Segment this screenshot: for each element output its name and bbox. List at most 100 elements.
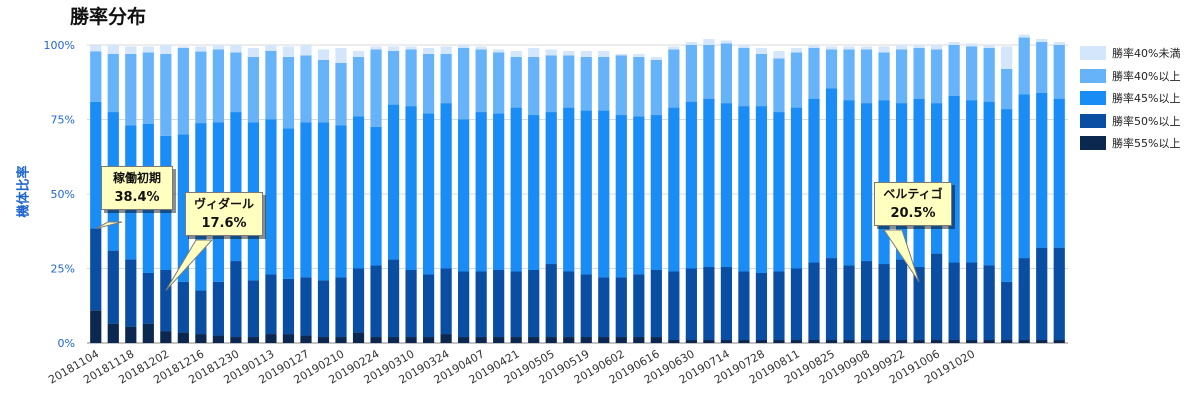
bar-segment [913,267,925,341]
legend-item: 勝率40%未満 [1080,42,1180,65]
bar-segment [983,47,995,102]
bar-segment [878,264,890,341]
y-tick-label: 100% [44,39,75,52]
annotation-label: 稼働初期 [112,171,161,185]
bar-segment [458,119,470,272]
annotation-pointer [165,239,214,291]
bar-segment [966,340,978,343]
bar-segment [1036,42,1048,93]
bar-segment [265,45,277,51]
bar-segment [755,53,768,107]
bar-segment [528,56,540,116]
bar-segment [125,326,137,343]
bar-segment [808,45,820,48]
bar-segment [615,277,627,338]
bar-segment [352,332,365,343]
bar-segment [405,337,417,343]
bar-segment [983,45,995,48]
bar-segment [1053,340,1065,343]
bar-segment [913,47,925,99]
bar-segment [843,46,855,50]
bar-segment [808,262,820,341]
bar-segment [177,134,189,282]
bar-segment [966,100,978,263]
bar-segment [790,52,803,108]
bar-segment [948,42,960,45]
bar-segment [895,49,908,104]
bar-segment [790,47,803,53]
bar-segment [387,50,400,105]
bar-segment [107,323,119,343]
bar-segment [983,340,995,343]
bar-segment [475,46,487,50]
bar-segment [545,337,557,343]
bar-segment [90,310,102,343]
bar-segment [475,271,487,338]
bar-segment [510,56,522,108]
bar-segment [247,280,260,338]
bar-segment [563,55,575,108]
bar-segment [475,49,487,113]
legend-swatch [1080,68,1106,83]
bar-segment [1018,34,1030,38]
bar-segment [458,45,470,48]
bar-segment [212,281,224,336]
bar-segment [720,103,733,268]
legend-item: 勝率55%以上 [1080,132,1180,155]
bar-segment [948,95,960,263]
bar-segment [493,337,505,343]
bar-segment [931,45,943,50]
bar-segment [90,228,102,311]
bar-segment [895,259,908,341]
bar-segment [1001,281,1013,341]
bar-segment [177,332,189,343]
bar-segment [703,39,715,45]
bar-segment [247,337,260,343]
bar-segment [598,337,610,343]
bar-segment [860,103,873,262]
bar-segment [475,112,487,272]
bar-segment [160,53,172,136]
bar-segment [650,269,662,338]
bar-segment [633,53,645,57]
legend-item: 勝率50%以上 [1080,110,1180,133]
annotation-callout-kadou: 稼働初期 38.4% [101,166,173,210]
bar-segment [580,56,592,111]
legend-label: 勝率50%以上 [1112,114,1181,128]
annotation-value: 20.5% [890,206,936,221]
bar-segment [422,47,435,54]
bar-segment [703,267,715,341]
legend-swatch [1080,113,1106,128]
bar-segment [1001,109,1013,282]
annotation-value: 17.6% [201,216,247,231]
bar-segment [808,47,820,99]
bar-segment [545,112,557,265]
bar-segment [1036,247,1048,341]
bar-segment [878,52,890,101]
bar-segment [230,112,242,262]
bar-segment [966,43,978,47]
bar-segment [230,52,242,113]
bar-segment [825,49,838,89]
bar-segment [615,337,627,343]
bar-segment [563,107,575,272]
bar-segment [843,100,855,266]
bar-segment [1018,94,1030,259]
bar-segment [808,340,820,343]
bar-segment [352,268,365,333]
bar-segment [843,49,855,101]
bar-segment [440,334,452,343]
bar-segment [650,115,662,270]
bar-segment [510,107,522,272]
bar-segment [282,56,295,129]
annotation-pointer [95,221,123,230]
bar-segment [247,56,260,123]
bar-segment [107,45,119,54]
bar-segment [878,46,890,53]
legend-label: 勝率55%以上 [1112,137,1181,151]
bar-segment [668,107,680,272]
bar-segment [966,262,978,341]
bar-segment [685,101,697,269]
bar-segment [1001,340,1013,343]
bar-segment [230,261,242,338]
